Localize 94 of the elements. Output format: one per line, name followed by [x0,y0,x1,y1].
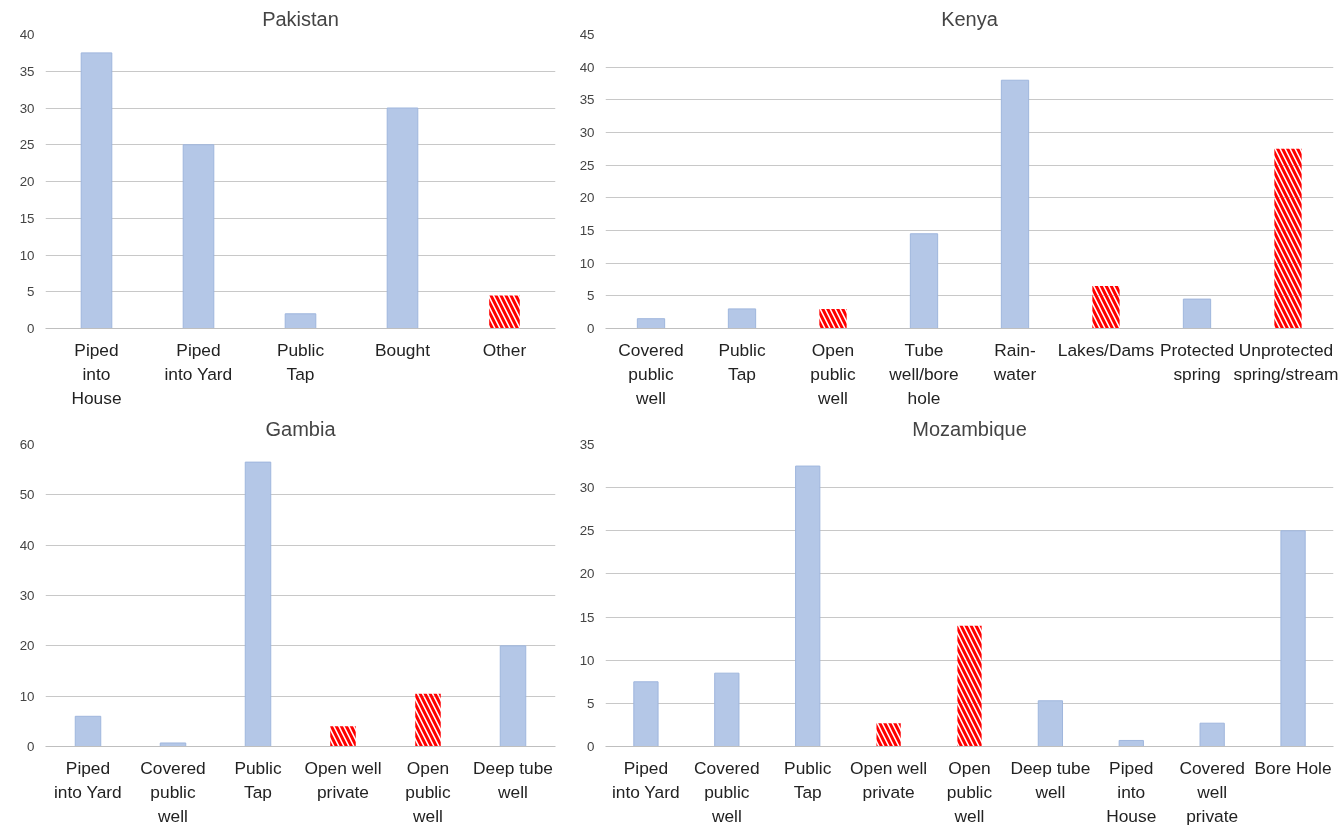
y-tick-label: 0 [27,739,35,754]
y-tick-label: 40 [19,537,35,553]
y-tick-label: 0 [27,321,35,336]
x-tick-label: Public Tap [234,757,282,802]
y-tick-label: 20 [19,174,35,189]
x-tick-label: Covered public well [140,757,206,826]
bar [1037,700,1064,747]
y-tick-label: 20 [579,566,595,582]
x-tick-label: Covered public well [618,339,684,408]
y-tick-label: 5 [27,284,35,300]
y-tick-label: 10 [579,652,595,668]
bar [1118,739,1144,747]
y-tick-label: 45 [579,27,595,42]
y-tick-label: 10 [19,247,35,263]
x-tick-label: Open well private [850,757,928,802]
y-tick-label: 15 [579,609,595,625]
y-tick-label: 30 [19,588,35,603]
y-tick-label: 15 [579,223,595,238]
chart-title: Kenya [941,7,999,30]
x-tick-label: Open public well [405,757,451,826]
x-tick-label: Piped into House [71,339,122,408]
bar [489,295,520,329]
bar [386,107,419,329]
bar [714,672,740,747]
bar [909,233,939,329]
x-tick-label: Open well private [304,757,382,802]
y-tick-label: 5 [587,695,595,711]
y-tick-label: 30 [579,125,595,140]
bar [1092,286,1120,329]
bar [182,144,215,329]
y-tick-label: 50 [19,487,35,503]
y-tick-label: 25 [19,137,35,153]
bar [819,308,847,329]
x-tick-label: Bore Hole [1254,757,1332,778]
x-tick-label: Protected spring [1159,339,1235,384]
y-tick-label: 0 [587,739,595,754]
bar [633,681,659,747]
bar [499,645,527,747]
x-tick-label: Unprotected spring/stream [1233,339,1338,384]
x-tick-label: Public Tap [718,339,766,384]
chart-title: Pakistan [262,7,339,30]
y-tick-label: 20 [579,190,595,206]
x-tick-label: Other [482,339,527,360]
bar [284,313,317,329]
bar [159,742,187,747]
x-tick-label: Tube well/bore hole [888,339,959,408]
y-tick-label: 60 [19,437,35,452]
y-tick-label: 35 [579,437,595,452]
bar [1199,722,1225,747]
x-tick-label: Rain-water [992,339,1037,384]
y-tick-label: 35 [579,92,595,108]
x-tick-label: Open public well [810,339,856,408]
bar [244,461,272,747]
bar [727,308,757,329]
y-tick-label: 40 [579,59,595,75]
y-tick-label: 10 [579,255,595,271]
x-tick-label: Piped into Yard [164,339,233,384]
y-tick-label: 0 [587,321,595,336]
chart-title: Gambia [265,417,337,440]
y-tick-label: 35 [19,63,35,79]
y-tick-label: 20 [19,638,35,654]
x-tick-label: Bought [375,339,431,360]
y-tick-label: 30 [579,480,595,496]
bar [636,318,666,329]
x-tick-label: Public Tap [276,339,325,384]
y-tick-label: 25 [579,523,595,539]
y-tick-label: 15 [19,210,35,226]
bar [415,693,441,747]
bar [957,625,982,747]
x-tick-label: Piped into Yard [611,757,680,802]
x-tick-label: Deep tube well [1010,757,1091,802]
y-tick-label: 10 [19,688,35,704]
y-tick-label: 25 [579,157,595,173]
x-tick-label: Deep tube well [473,757,553,802]
bar [876,723,901,747]
bar [795,465,821,747]
bar [1274,148,1302,329]
y-tick-label: 5 [587,288,595,304]
bar [330,726,356,747]
x-tick-label: Piped into House [1106,757,1157,826]
bar [1280,530,1306,747]
bar [80,52,113,329]
bar [1182,298,1212,329]
chart-title: Mozambique [912,417,1027,440]
x-tick-label: Open public well [946,757,993,826]
bar [1000,79,1030,329]
x-tick-label: Lakes/Dams [1057,339,1155,360]
y-tick-label: 30 [19,100,35,116]
x-tick-label: Covered public well [694,757,760,826]
bar [74,715,102,747]
x-tick-label: Public Tap [784,757,832,802]
y-tick-label: 40 [19,27,35,42]
x-tick-label: Piped into Yard [53,757,122,802]
x-tick-label: Covered well private [1179,757,1245,826]
